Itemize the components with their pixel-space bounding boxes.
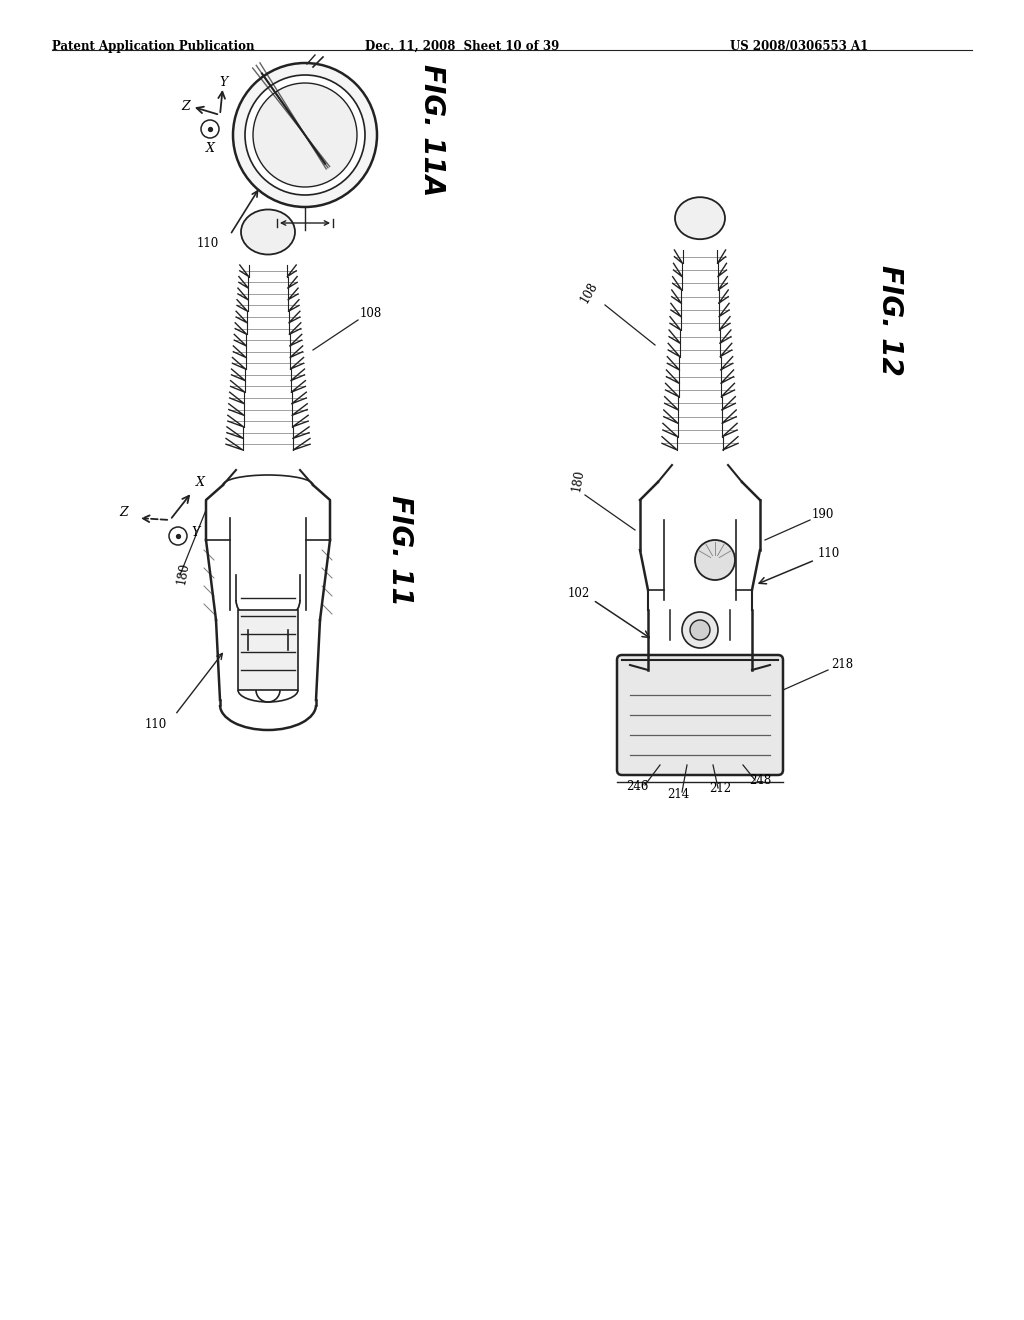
- Text: FIG. 12: FIG. 12: [876, 264, 904, 375]
- Text: 108: 108: [578, 280, 600, 305]
- Text: 110: 110: [818, 546, 841, 560]
- Ellipse shape: [675, 197, 725, 239]
- Circle shape: [690, 620, 710, 640]
- Text: 214: 214: [667, 788, 689, 801]
- Text: 102: 102: [568, 587, 590, 601]
- Text: 180: 180: [570, 469, 587, 492]
- FancyBboxPatch shape: [617, 655, 783, 775]
- Text: 110: 110: [145, 718, 167, 731]
- Ellipse shape: [241, 210, 295, 255]
- Text: 248: 248: [749, 774, 771, 787]
- Circle shape: [253, 83, 357, 187]
- Circle shape: [169, 527, 187, 545]
- Circle shape: [682, 612, 718, 648]
- Text: US 2008/0306553 A1: US 2008/0306553 A1: [730, 40, 868, 53]
- Circle shape: [256, 678, 280, 702]
- Text: 246: 246: [626, 780, 648, 793]
- Text: X: X: [196, 477, 205, 488]
- Text: 110: 110: [197, 238, 219, 249]
- Text: 218: 218: [831, 657, 853, 671]
- Circle shape: [233, 63, 377, 207]
- Text: 108: 108: [360, 308, 382, 319]
- Text: Dec. 11, 2008  Sheet 10 of 39: Dec. 11, 2008 Sheet 10 of 39: [365, 40, 559, 53]
- Circle shape: [695, 540, 735, 579]
- Text: FIG. 11: FIG. 11: [386, 495, 414, 606]
- Text: Patent Application Publication: Patent Application Publication: [52, 40, 255, 53]
- Text: Y: Y: [219, 77, 227, 90]
- Text: FIG. 11A: FIG. 11A: [418, 63, 446, 197]
- Text: 190: 190: [812, 508, 835, 521]
- Circle shape: [201, 120, 219, 139]
- Text: X: X: [206, 143, 214, 154]
- Circle shape: [245, 75, 365, 195]
- Text: Z: Z: [181, 99, 190, 112]
- Text: Z: Z: [120, 506, 128, 519]
- Text: Y: Y: [191, 525, 200, 539]
- Text: 180: 180: [175, 562, 191, 586]
- Text: 212: 212: [709, 781, 731, 795]
- Bar: [238, 610, 298, 690]
